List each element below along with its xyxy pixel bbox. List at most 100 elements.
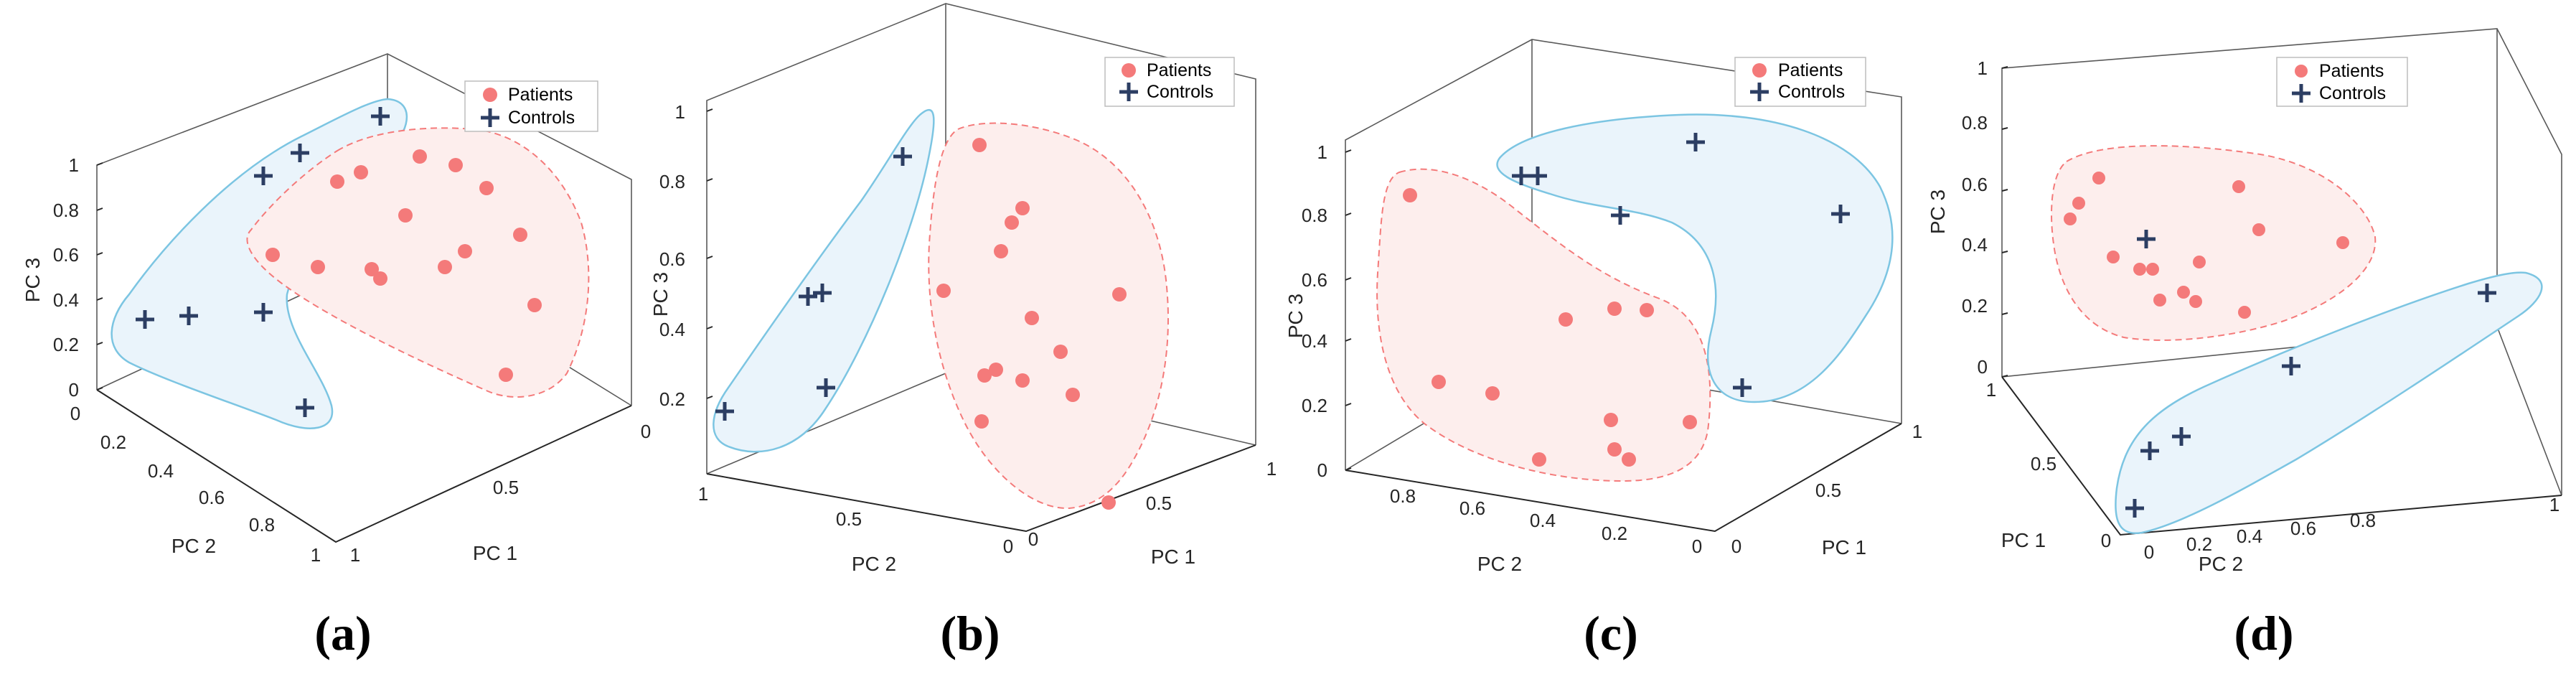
- patient-point: [2336, 236, 2349, 249]
- patients-hull: [2051, 145, 2377, 341]
- patient-point: [448, 158, 463, 172]
- patient-point: [527, 298, 542, 312]
- x-tick-label: 0.5: [493, 477, 519, 498]
- z-tick-label: 0: [1978, 356, 1988, 378]
- z-tick-label: 0.8: [1302, 205, 1327, 226]
- control-point: [799, 287, 817, 306]
- patient-point: [2232, 180, 2245, 193]
- y-tick-label: 0.6: [1459, 497, 1485, 519]
- z-tick-label: 0.6: [1962, 174, 1988, 195]
- y-axis-label: PC 2: [171, 535, 216, 557]
- legend-controls-marker: [1119, 83, 1138, 101]
- z-axis-label: PC 3: [1284, 294, 1307, 338]
- z-tick-label: 0.8: [53, 200, 79, 221]
- front-axes: [706, 444, 1256, 533]
- y-tick-label: 1: [698, 483, 708, 505]
- z-tick-label: 0.6: [1302, 269, 1327, 291]
- patient-point: [513, 228, 527, 242]
- panel-c: 0 0.2 0.4 0.6 0.8 1 0.8 0.6 0.4 0.2 0 0 …: [1284, 39, 1922, 660]
- legend-controls-label: Controls: [1778, 82, 1845, 102]
- control-point: [1733, 378, 1752, 397]
- x-tick-label: 1: [1986, 379, 1996, 401]
- z-axis-ticks: 0 0.2 0.4 0.6 0.8 1: [1302, 141, 1352, 481]
- control-point: [2137, 230, 2156, 248]
- patient-point: [1607, 442, 1622, 457]
- x-axis-label: PC 1: [1151, 546, 1195, 568]
- y-tick-label: 0.6: [199, 487, 225, 508]
- control-point: [296, 398, 314, 417]
- control-point: [2172, 427, 2191, 446]
- x-axis-ticks: 1 0.5 0: [1986, 379, 2111, 551]
- patients-markers: [265, 149, 542, 382]
- patient-point: [2092, 172, 2105, 184]
- patient-point: [1604, 413, 1618, 427]
- patient-point: [1485, 386, 1500, 401]
- patient-point: [1559, 312, 1573, 327]
- y-axis-ticks: 0 0.2 0.4 0.6 0.8 1: [2144, 494, 2559, 563]
- patient-point: [972, 138, 987, 152]
- patient-point: [2153, 294, 2166, 307]
- y-axis-label: PC 2: [2199, 553, 2243, 575]
- patient-point: [1532, 452, 1546, 467]
- x-axis-label: PC 1: [473, 542, 517, 564]
- legend-controls-marker: [481, 108, 499, 127]
- patient-point: [936, 284, 951, 298]
- controls-hull: [713, 109, 935, 453]
- x-axis-ticks: 1 0.5 0: [350, 421, 651, 566]
- z-tick-label: 1: [1978, 57, 1988, 79]
- y-tick-label: 0: [2144, 541, 2154, 563]
- y-tick-label: 0.2: [100, 431, 126, 453]
- x-tick-label: 1: [1912, 421, 1922, 442]
- control-point: [2140, 441, 2159, 460]
- patients-hull: [1376, 168, 1711, 482]
- patient-point: [2072, 197, 2085, 210]
- x-tick-label: 1: [350, 544, 360, 566]
- y-tick-label: 0: [70, 403, 80, 424]
- patient-point: [1005, 215, 1019, 230]
- patient-point: [1432, 375, 1446, 389]
- control-point: [254, 167, 273, 185]
- z-tick-label: 0.2: [659, 388, 685, 410]
- z-tick-label: 0: [69, 379, 79, 401]
- legend-patients-label: Patients: [1147, 60, 1211, 80]
- z-tick-label: 0.8: [1962, 112, 1988, 134]
- legend-controls-marker: [2292, 84, 2311, 103]
- patient-point: [2107, 251, 2120, 263]
- z-tick-label: 0.6: [659, 248, 685, 270]
- z-axis-ticks: 0 0.2 0.4 0.6 0.8 1: [1962, 57, 2008, 378]
- y-tick-label: 0.4: [2237, 525, 2262, 547]
- patient-point: [1403, 188, 1417, 202]
- control-point: [1512, 167, 1531, 185]
- patient-point: [1025, 311, 1039, 325]
- patient-point: [2064, 212, 2077, 225]
- legend: Patients Controls: [464, 80, 598, 132]
- patient-point: [1607, 302, 1622, 316]
- z-tick-label: 1: [1317, 141, 1327, 163]
- controls-hull: [2115, 271, 2543, 535]
- x-tick-label: 0.5: [1146, 492, 1172, 514]
- z-axis-label: PC 3: [22, 258, 44, 302]
- z-tick-label: 0.4: [659, 319, 685, 340]
- patient-point: [2146, 263, 2159, 276]
- patient-point: [2133, 263, 2146, 276]
- control-point: [817, 378, 835, 397]
- x-axis-label: PC 1: [2001, 529, 2046, 551]
- z-tick-label: 0.2: [1302, 395, 1327, 416]
- z-axis-label: PC 3: [649, 272, 672, 317]
- x-tick-label: 1: [1266, 458, 1277, 480]
- patient-point: [2189, 295, 2202, 308]
- legend-patients-marker: [2295, 65, 2308, 78]
- x-tick-label: 0: [1028, 528, 1038, 550]
- patient-point: [989, 363, 1003, 377]
- x-tick-label: 0.5: [1815, 480, 1841, 501]
- z-tick-label: 0.4: [1962, 234, 1988, 256]
- legend-patients-marker: [483, 88, 497, 102]
- patient-point: [1683, 415, 1697, 429]
- patient-point: [1066, 388, 1080, 402]
- panel-b: 0.2 0.4 0.6 0.8 1 1 0.5 0 0 0.5 1 PC 3 P…: [649, 3, 1277, 660]
- z-tick-label: 0.2: [1962, 295, 1988, 317]
- y-tick-label: 0.4: [1530, 510, 1556, 531]
- control-point: [1831, 205, 1850, 223]
- patient-point: [499, 368, 513, 382]
